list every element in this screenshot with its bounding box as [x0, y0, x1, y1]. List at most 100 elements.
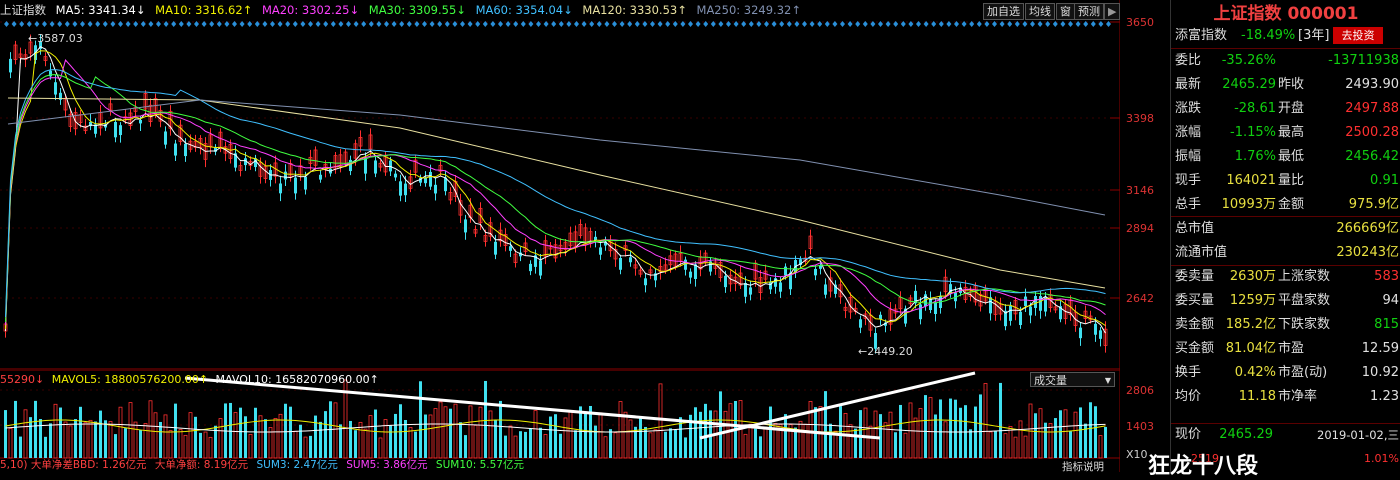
quote-row: 最新 2465.29 昨收 2493.90: [1171, 74, 1400, 96]
row-value-2: 975.9亿: [1348, 197, 1399, 212]
price-axis-tick: 3398: [1126, 112, 1154, 125]
row-value: 10993万: [1221, 197, 1276, 212]
divider: [1171, 216, 1400, 217]
ma5-label: MA5: 3341.34↓: [55, 3, 146, 17]
quote-row: 总手 10993万 金额 975.9亿: [1171, 194, 1400, 216]
ma120-label: MA120: 3330.53↑: [582, 3, 687, 17]
mavol5-label: MAVOL5: 18800576200.00↑: [51, 373, 209, 386]
high-annotation: ←3587.03: [28, 32, 83, 45]
quote-row: 买金额 81.04亿 市盈 12.59: [1171, 338, 1400, 360]
divider: [1171, 265, 1400, 266]
window-button[interactable]: 窗: [1056, 3, 1075, 20]
indicator-help-link[interactable]: 指标说明: [1062, 461, 1104, 473]
price-axis-tick: 2894: [1126, 222, 1154, 235]
sum5-value: SUM5: 3.86亿元: [346, 459, 428, 471]
volume-axis-tick: 1403: [1126, 420, 1154, 433]
row-value: 2465.29: [1222, 77, 1276, 92]
current-price-row: 现价 2465.29 2019-01-02,三: [1171, 424, 1400, 446]
float-value: 230243亿: [1336, 245, 1399, 260]
row-value-2: -13711938: [1328, 53, 1399, 68]
bbd-indicator-bar: 5,10) 大单净差BBD: 1.26亿元 大单净额: 8.19亿元 SUM3:…: [0, 458, 1120, 472]
arrow-left-icon: ←: [858, 345, 868, 358]
row-value-2: 2497.88: [1345, 101, 1399, 116]
divider: [1171, 423, 1400, 424]
row-value: -1.15%: [1230, 125, 1276, 140]
row-label: 均价: [1175, 389, 1202, 404]
row-value: 11.18: [1238, 389, 1276, 404]
quote-date: 2019-01-02,三: [1317, 428, 1399, 442]
row-label: 最新: [1175, 77, 1202, 92]
wealth-index-period: [3年]: [1298, 28, 1330, 43]
quote-row: 均价 11.18 市净率 1.23: [1171, 386, 1400, 408]
price-axis-tick: 3650: [1126, 16, 1154, 29]
row-value-2: 10.92: [1361, 365, 1399, 380]
quote-row: 卖金额 185.2亿 下跌家数 815: [1171, 314, 1400, 336]
volume-value: 55290↓: [0, 373, 45, 386]
watermark-text: 狂龙十八段: [1148, 454, 1259, 479]
row-value: -35.26%: [1221, 53, 1276, 68]
low-value: 2449.20: [867, 345, 913, 358]
arrow-left-icon: ←: [28, 32, 38, 45]
divider: [1171, 48, 1400, 49]
row-value: 1.76%: [1234, 149, 1276, 164]
row-label: 现手: [1175, 173, 1202, 188]
row-value-2: 12.59: [1361, 341, 1399, 356]
float-value-row: 流通市值 230243亿: [1171, 242, 1400, 264]
current-price-label: 现价: [1175, 427, 1202, 442]
panel-title: 上证指数 000001: [1213, 4, 1359, 24]
invest-button[interactable]: 去投资: [1333, 27, 1383, 44]
volume-chart[interactable]: [0, 370, 1120, 472]
forecast-button[interactable]: 预测: [1074, 3, 1104, 20]
row-value: -28.61: [1234, 101, 1276, 116]
row-value: 0.42%: [1234, 365, 1276, 380]
row-value-2: 2493.90: [1345, 77, 1399, 92]
add-favorite-button[interactable]: 加自选: [983, 3, 1024, 20]
volume-axis-tick: 2806: [1126, 384, 1154, 397]
row-value-2: 815: [1374, 317, 1399, 332]
float-value-label: 流通市值: [1175, 245, 1228, 260]
sum10-value: SUM10: 5.57亿元: [435, 459, 524, 471]
row-value: 185.2亿: [1225, 317, 1276, 332]
market-value: 266669亿: [1336, 221, 1399, 236]
indicator-select[interactable]: 成交量 ▼: [1030, 372, 1115, 387]
bbd-value: 5,10) 大单净差BBD: 1.26亿元: [0, 459, 147, 471]
ma250-label: MA250: 3249.32↑: [696, 3, 801, 17]
mavol10-label: MAVOL10: 16582070960.00↑: [215, 373, 379, 386]
row-label: 涨幅: [1175, 125, 1202, 140]
ma20-label: MA20: 3302.25↓: [261, 3, 360, 17]
ma-legend: 上证指数 MA5: 3341.34↓ MA10: 3316.62↑ MA20: …: [0, 0, 1120, 20]
ma60-label: MA60: 3354.04↓: [475, 3, 573, 17]
row-label-2: 最高: [1278, 125, 1305, 140]
ma-settings-button[interactable]: 均线: [1025, 3, 1055, 20]
price-chart[interactable]: [0, 0, 1120, 370]
wealth-index-value: -18.49%: [1241, 28, 1296, 43]
ma10-label: MA10: 3316.62↑: [155, 3, 253, 17]
quote-row: 涨跌 -28.61 开盘 2497.88: [1171, 98, 1400, 120]
row-label-2: 市盈(动): [1278, 365, 1328, 380]
quote-row: 涨幅 -1.15% 最高 2500.28: [1171, 122, 1400, 144]
row-value-2: 0.91: [1370, 173, 1399, 188]
sum3-value: SUM3: 2.47亿元: [256, 459, 338, 471]
quote-row: 委卖量 2630万 上涨家数 583: [1171, 266, 1400, 288]
current-price-value: 2465.29: [1219, 427, 1273, 442]
row-value: 164021: [1226, 173, 1276, 188]
row-label: 总手: [1175, 197, 1202, 212]
row-label-2: 最低: [1278, 149, 1305, 164]
row-label-2: 金额: [1278, 197, 1305, 212]
row-value-2: 583: [1374, 269, 1399, 284]
row-label-2: 开盘: [1278, 101, 1305, 116]
net-amount-value: 大单净额: 8.19亿元: [154, 459, 249, 471]
row-value-2: 2500.28: [1345, 125, 1399, 140]
row-label: 涨跌: [1175, 101, 1202, 116]
last-change: 1.01%: [1364, 452, 1399, 465]
high-value: 3587.03: [37, 32, 83, 45]
play-icon[interactable]: ▶: [1104, 3, 1121, 20]
row-label-2: 昨收: [1278, 77, 1305, 92]
row-label-2: 平盘家数: [1278, 293, 1331, 308]
row-value: 1259万: [1229, 293, 1276, 308]
market-value-row: 总市值 266669亿: [1171, 218, 1400, 240]
row-label-2: 市盈: [1278, 341, 1305, 356]
row-label: 委买量: [1175, 293, 1215, 308]
row-label-2: 市净率: [1278, 389, 1318, 404]
row-value-2: 2456.42: [1345, 149, 1399, 164]
